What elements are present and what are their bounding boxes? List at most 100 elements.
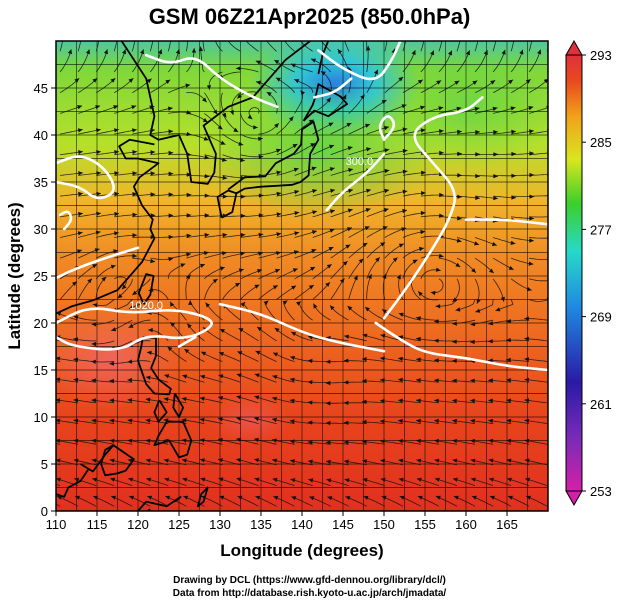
streamline-arrowhead [343,358,349,363]
streamline-arrowhead [129,305,134,310]
streamline-arrowhead [219,266,225,271]
streamline-arrowhead [475,130,480,135]
streamline-arrowhead [475,308,481,313]
streamline [77,41,82,52]
streamline [528,278,548,282]
streamline-arrowhead [91,418,97,423]
streamline-arrowhead [132,212,138,217]
x-axis-label: Longitude (degrees) [220,541,383,560]
streamline-arrowhead [510,106,516,111]
streamline-arrowhead [274,123,279,128]
streamline-arrowhead [274,327,280,333]
streamline-arrowhead [380,242,386,247]
streamline-arrowhead [91,341,97,347]
streamline-arrowhead [199,417,205,422]
streamline-arrowhead [326,97,331,103]
streamline-arrowhead [182,477,188,482]
streamline-arrowhead [524,398,530,403]
streamline-arrowhead [501,49,506,55]
streamline-arrowhead [511,173,516,178]
colorbar-bottom-arrow [565,490,583,507]
streamline-arrowhead [77,105,83,110]
streamline-arrowhead [524,377,529,382]
streamline-arrowhead [307,400,313,405]
y-tick-label: 25 [34,269,48,284]
streamline-arrowhead [524,458,530,463]
streamline-arrowhead [113,249,119,254]
streamline-arrowhead [344,478,350,483]
streamline-arrowhead [412,259,418,264]
streamline-arrowhead [282,300,288,305]
streamline-arrowhead [470,378,475,383]
streamline-arrowhead [365,307,370,312]
streamline-arrowhead [398,398,403,403]
streamline-arrowhead [452,418,457,424]
streamline [529,173,548,176]
streamline [529,130,548,135]
streamline-arrowhead [416,398,421,403]
streamline-arrowhead [401,104,407,109]
streamline-arrowhead [452,321,457,326]
streamline-arrowhead [218,395,223,401]
y-tick-label: 10 [34,410,48,425]
streamline-arrowhead [488,378,493,383]
x-tick-label: 135 [250,517,272,532]
streamline-arrowhead [476,298,481,304]
streamline-arrowhead [266,92,272,97]
streamline-arrowhead [310,267,316,271]
streamline-arrowhead [254,458,259,463]
streamline-arrowhead [524,438,530,444]
streamline-arrowhead [109,361,114,366]
streamline-arrowhead [475,173,480,179]
x-tick-label: 130 [209,517,231,532]
streamline-arrowhead [221,157,227,162]
streamline-arrowhead [373,69,378,75]
streamline-arrowhead [73,418,79,423]
streamline-arrowhead [233,127,239,133]
streamline-arrowhead [236,458,241,463]
streamline-arrowhead [204,232,210,238]
colorbar-labels: 293 285 277 269 261 253 [582,48,612,499]
streamline [456,41,461,52]
streamline-arrowhead [362,459,367,464]
streamline-arrowhead [416,357,421,362]
colorbar-tick-label: 253 [590,484,612,499]
contour-label: 1020.0 [129,300,163,312]
streamline-arrowhead [110,477,116,482]
streamline-arrowhead [236,373,242,378]
streamline-arrowhead [380,458,386,464]
streamline-arrowhead [38,335,43,339]
streamline-arrowhead [95,105,101,110]
streamline-arrowhead [184,349,190,354]
streamline-arrowhead [452,378,457,383]
streamline-arrowhead [85,49,90,55]
streamline-arrowhead [555,49,559,54]
streamline-arrowhead [200,477,206,482]
streamline-arrowhead [158,49,163,55]
streamline-arrowhead [254,373,260,378]
streamline-arrowhead [382,309,387,314]
colorbar-tick-label: 269 [590,310,612,325]
streamline-arrowhead [220,329,225,334]
streamline-arrowhead [164,477,170,482]
coastline [56,41,348,511]
streamline-arrowhead [398,243,404,248]
streamline-arrowhead [288,116,294,122]
streamline-arrowhead [77,128,83,133]
streamline-arrowhead [91,378,96,383]
streamline-arrowhead [258,154,264,159]
streamline-arrowhead [275,148,281,153]
streamline-arrowhead [311,249,317,253]
streamline [284,41,295,52]
streamline-arrowhead [315,32,319,37]
streamline-arrowhead [38,478,43,482]
contour-line [144,53,279,109]
streamline-arrowhead [348,188,353,193]
streamline-arrowhead [511,129,516,134]
streamline-arrowhead [72,281,77,286]
coast-segment [153,420,193,459]
streamline-arrowhead [457,129,462,134]
y-tick-label: 40 [34,128,48,143]
credit-data: Data from http://database.rish.kyoto-u.a… [172,588,447,599]
y-tick-label: 0 [41,504,48,519]
